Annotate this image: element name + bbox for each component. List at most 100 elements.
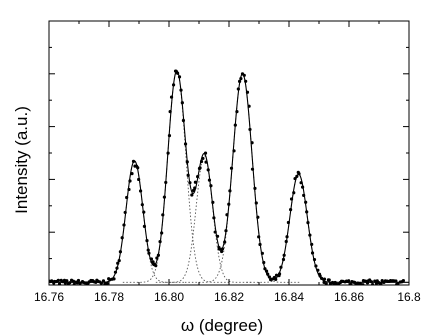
data-point-139 <box>250 141 254 145</box>
data-point-60 <box>131 159 136 163</box>
data-point-155 <box>274 277 278 282</box>
data-point-130 <box>236 87 240 91</box>
data-point-147 <box>262 260 266 265</box>
data-point-53 <box>120 236 124 240</box>
data-point-58 <box>128 179 132 183</box>
data-point-220 <box>371 282 375 285</box>
data-point-84 <box>167 134 172 138</box>
data-point-156 <box>274 273 279 277</box>
data-point-151 <box>267 275 272 279</box>
data-point-67 <box>142 210 146 214</box>
data-point-16 <box>65 279 69 283</box>
data-point-221 <box>373 279 377 283</box>
data-point-92 <box>179 88 183 92</box>
data-point-110 <box>206 168 210 172</box>
data-point-153 <box>270 277 274 281</box>
data-point-51 <box>117 259 121 263</box>
data-point-135 <box>244 79 248 83</box>
data-point-2 <box>44 280 47 283</box>
data-point-49 <box>115 266 119 270</box>
data-point-114 <box>212 216 216 220</box>
data-point-50 <box>116 261 120 265</box>
data-point-43 <box>105 281 109 285</box>
data-point-39 <box>99 281 103 285</box>
data-point-176 <box>305 210 309 214</box>
data-point-77 <box>156 253 160 257</box>
data-point-70 <box>146 248 150 252</box>
data-point-98 <box>188 181 192 185</box>
data-point-149 <box>264 269 269 273</box>
data-point-52 <box>118 250 122 254</box>
data-point-101 <box>193 186 197 190</box>
data-point-144 <box>257 235 261 239</box>
data-point-95 <box>183 142 188 146</box>
data-point-132 <box>239 77 243 81</box>
data-point-120 <box>220 247 225 251</box>
data-point-168 <box>293 176 297 181</box>
fit-total-line <box>49 70 409 283</box>
data-point-137 <box>247 104 251 108</box>
data-point-219 <box>369 280 374 284</box>
data-point-161 <box>282 253 286 257</box>
data-point-82 <box>164 180 168 185</box>
data-point-75 <box>154 264 158 268</box>
data-point-24 <box>76 278 81 283</box>
data-point-164 <box>286 220 291 225</box>
data-point-174 <box>302 193 306 197</box>
data-point-11 <box>57 282 62 285</box>
data-point-106 <box>199 159 204 164</box>
data-point-96 <box>185 160 189 164</box>
x-tick-label-1: 16.78 <box>94 290 124 304</box>
data-point-63 <box>136 166 140 170</box>
data-point-99 <box>190 193 194 197</box>
data-point-115 <box>213 230 217 234</box>
axes: 16.76 16.78 16.80 16.82 16.84 16.86 16.8 <box>34 20 421 304</box>
data-point-180 <box>310 251 315 255</box>
data-point-225 <box>379 281 383 285</box>
data-point-215 <box>363 279 367 283</box>
data-point-173 <box>301 185 305 189</box>
component-curve-3 <box>155 155 253 283</box>
data-point-205 <box>349 282 353 285</box>
data-point-235 <box>394 279 398 283</box>
data-point-55 <box>123 210 127 215</box>
x-tick-label-4: 16.84 <box>274 290 304 304</box>
data-point-138 <box>248 127 252 132</box>
plot-frame <box>48 20 410 286</box>
x-tick-label-6: 16.8 <box>397 290 421 304</box>
x-tick-label-0: 16.76 <box>34 290 64 304</box>
data-point-94 <box>181 118 186 123</box>
data-point-85 <box>168 109 172 114</box>
data-point-175 <box>304 200 308 204</box>
data-point-1 <box>43 282 46 285</box>
data-point-105 <box>198 166 202 170</box>
data-point-18 <box>68 281 72 285</box>
data-point-159 <box>279 265 283 269</box>
data-point-182 <box>314 264 318 268</box>
data-point-162 <box>284 239 288 244</box>
data-point-143 <box>256 215 260 219</box>
data-point-69 <box>145 238 149 243</box>
data-point-111 <box>207 178 212 182</box>
data-point-141 <box>253 186 257 190</box>
data-point-163 <box>285 235 289 239</box>
data-point-107 <box>201 156 205 161</box>
data-point-76 <box>155 256 159 260</box>
data-point-54 <box>122 223 126 227</box>
data-point-65 <box>138 189 143 193</box>
component-curve-5 <box>246 173 351 283</box>
data-point-166 <box>289 197 294 201</box>
y-axis-label: Intensity (a.u.) <box>12 106 31 214</box>
component-curve-4 <box>184 73 301 283</box>
data-point-146 <box>260 251 264 255</box>
data-point-90 <box>176 71 180 75</box>
data-point-131 <box>237 79 242 83</box>
data-point-59 <box>130 172 134 176</box>
data-point-72 <box>149 257 154 261</box>
data-point-188 <box>322 277 327 281</box>
component-curve-1 <box>84 160 185 283</box>
data-point-136 <box>245 90 250 94</box>
data-point-57 <box>127 187 131 192</box>
x-tick-label-3: 16.82 <box>214 290 244 304</box>
